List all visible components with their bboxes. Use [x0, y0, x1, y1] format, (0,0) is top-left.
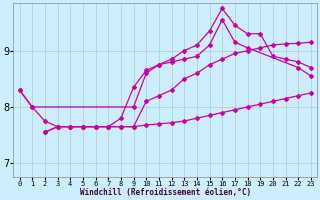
X-axis label: Windchill (Refroidissement éolien,°C): Windchill (Refroidissement éolien,°C)	[80, 188, 251, 197]
